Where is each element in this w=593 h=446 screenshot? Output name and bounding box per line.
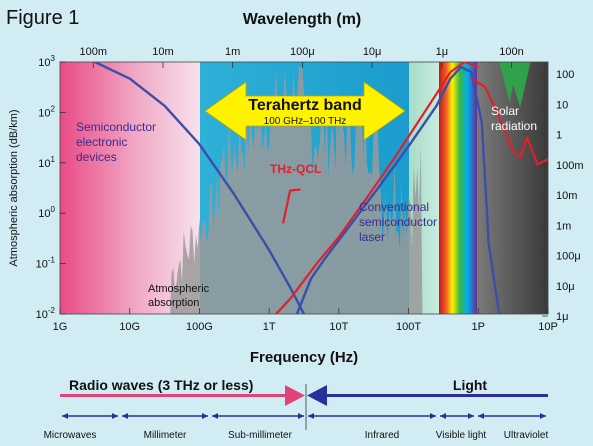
top-tick-label: 100m	[79, 46, 107, 58]
annotation-thz-qcl: THz-QCL	[270, 162, 321, 176]
y-tick-label: 10-1	[36, 256, 56, 271]
radio-waves-label: Radio waves (3 THz or less)	[69, 377, 253, 393]
band-ultraviolet: Ultraviolet	[504, 430, 549, 441]
terahertz-band-sublabel: 100 GHz–100 THz	[264, 116, 347, 127]
band-arrow-head	[468, 413, 474, 419]
x-tick-label: 1G	[53, 321, 68, 333]
right-tick-label: 1μ	[556, 311, 568, 323]
annotation-semiconductor-1: Semiconductor	[76, 120, 156, 134]
right-tick-label: 1	[556, 130, 562, 142]
band-arrows	[62, 413, 546, 419]
band-sub-millimeter: Sub-millimeter	[228, 430, 293, 441]
radio-region	[60, 62, 200, 314]
series-thz-qcl-short	[282, 188, 301, 224]
x-tick-label: 10P	[538, 321, 558, 333]
band-arrow-tail	[122, 413, 128, 419]
y-tick-label: 101	[38, 155, 55, 170]
light-bar	[327, 394, 548, 397]
y-tick-label: 102	[38, 104, 55, 119]
radio-waves-bar	[60, 394, 285, 397]
band-arrow-head	[202, 413, 208, 419]
x-tick-label: 1P	[472, 321, 485, 333]
band-arrow-tail	[440, 413, 446, 419]
x-tick-label: 100T	[396, 321, 421, 333]
band-millimeter: Millimeter	[144, 430, 187, 441]
tick-layer: 1G 10G 100G 1T 10T 100T 1P 10P 100m 10m 1m 100μ 10μ 1…	[36, 46, 584, 333]
annotation-atmospheric-1: Atmospheric	[148, 283, 210, 295]
top-tick-label: 100n	[499, 46, 523, 58]
band-arrow-head	[112, 413, 118, 419]
x-tick-label: 1T	[263, 321, 276, 333]
annotation-atmospheric-2: absorption	[148, 297, 199, 309]
right-tick-label: 10m	[556, 190, 577, 202]
top-tick-label: 1μ	[436, 46, 448, 58]
right-tick-label: 100	[556, 69, 574, 81]
visible-spectrum	[439, 62, 477, 314]
band-arrow-head	[540, 413, 546, 419]
annotation-solar-1: Solar	[491, 104, 519, 118]
ultraviolet-region	[477, 62, 548, 314]
top-tick-label: 10μ	[363, 46, 382, 58]
x-axis-label: Frequency (Hz)	[250, 349, 358, 366]
top-tick-label: 100μ	[290, 46, 315, 58]
right-tick-label: 1m	[556, 220, 571, 232]
series-solar-radiation	[470, 77, 548, 166]
annotation-semiconductor-3: devices	[76, 150, 117, 164]
light-label: Light	[453, 377, 488, 393]
annotations: Semiconductor electronic devices Atmosph…	[76, 104, 537, 309]
terahertz-band-label: Terahertz band	[248, 97, 362, 114]
terahertz-band-arrow	[204, 81, 406, 141]
x-tick-label: 10G	[119, 321, 140, 333]
x-tick-label: 100G	[186, 321, 213, 333]
right-tick-label: 100m	[556, 160, 584, 172]
annotation-solar-2: radiation	[491, 119, 537, 133]
band-arrow-tail	[212, 413, 218, 419]
band-arrow-tail	[62, 413, 68, 419]
radio-waves-arrowhead	[285, 385, 305, 406]
band-arrow-head	[430, 413, 436, 419]
y-tick-label: 103	[38, 54, 55, 69]
x-tick-label: 10T	[329, 321, 348, 333]
y-tick-label: 10-2	[36, 306, 56, 321]
annotation-conventional-3: laser	[359, 230, 385, 244]
band-microwaves: Microwaves	[44, 430, 97, 441]
band-infrared: Infrared	[365, 430, 399, 441]
series-electronic	[94, 62, 306, 314]
band-arrow-head	[298, 413, 304, 419]
series-thz-qcl	[275, 62, 479, 314]
series-layer	[94, 62, 548, 314]
annotation-conventional-2: semiconductor	[359, 215, 437, 229]
figure-label: Figure 1	[6, 7, 79, 29]
bottom-scale: Radio waves (3 THz or less) Light Microw…	[44, 377, 549, 441]
y-axis-label: Atmospheric absorption (dB/km)	[8, 109, 20, 266]
band-visible-light: Visible light	[436, 430, 487, 441]
band-arrow-tail	[308, 413, 314, 419]
right-tick-label: 10	[556, 99, 568, 111]
right-tick-label: 100μ	[556, 251, 581, 263]
light-arrowhead	[307, 385, 327, 406]
top-axis-label: Wavelength (m)	[243, 11, 362, 28]
band-arrow-tail	[478, 413, 484, 419]
top-tick-label: 10m	[152, 46, 173, 58]
annotation-conventional-1: Conventional	[359, 200, 429, 214]
series-conventional-laser	[295, 65, 501, 314]
top-tick-label: 1m	[225, 46, 240, 58]
solar-radiation-area	[499, 62, 531, 108]
right-tick-label: 10μ	[556, 281, 575, 293]
y-tick-label: 100	[38, 205, 55, 220]
annotation-semiconductor-2: electronic	[76, 135, 127, 149]
